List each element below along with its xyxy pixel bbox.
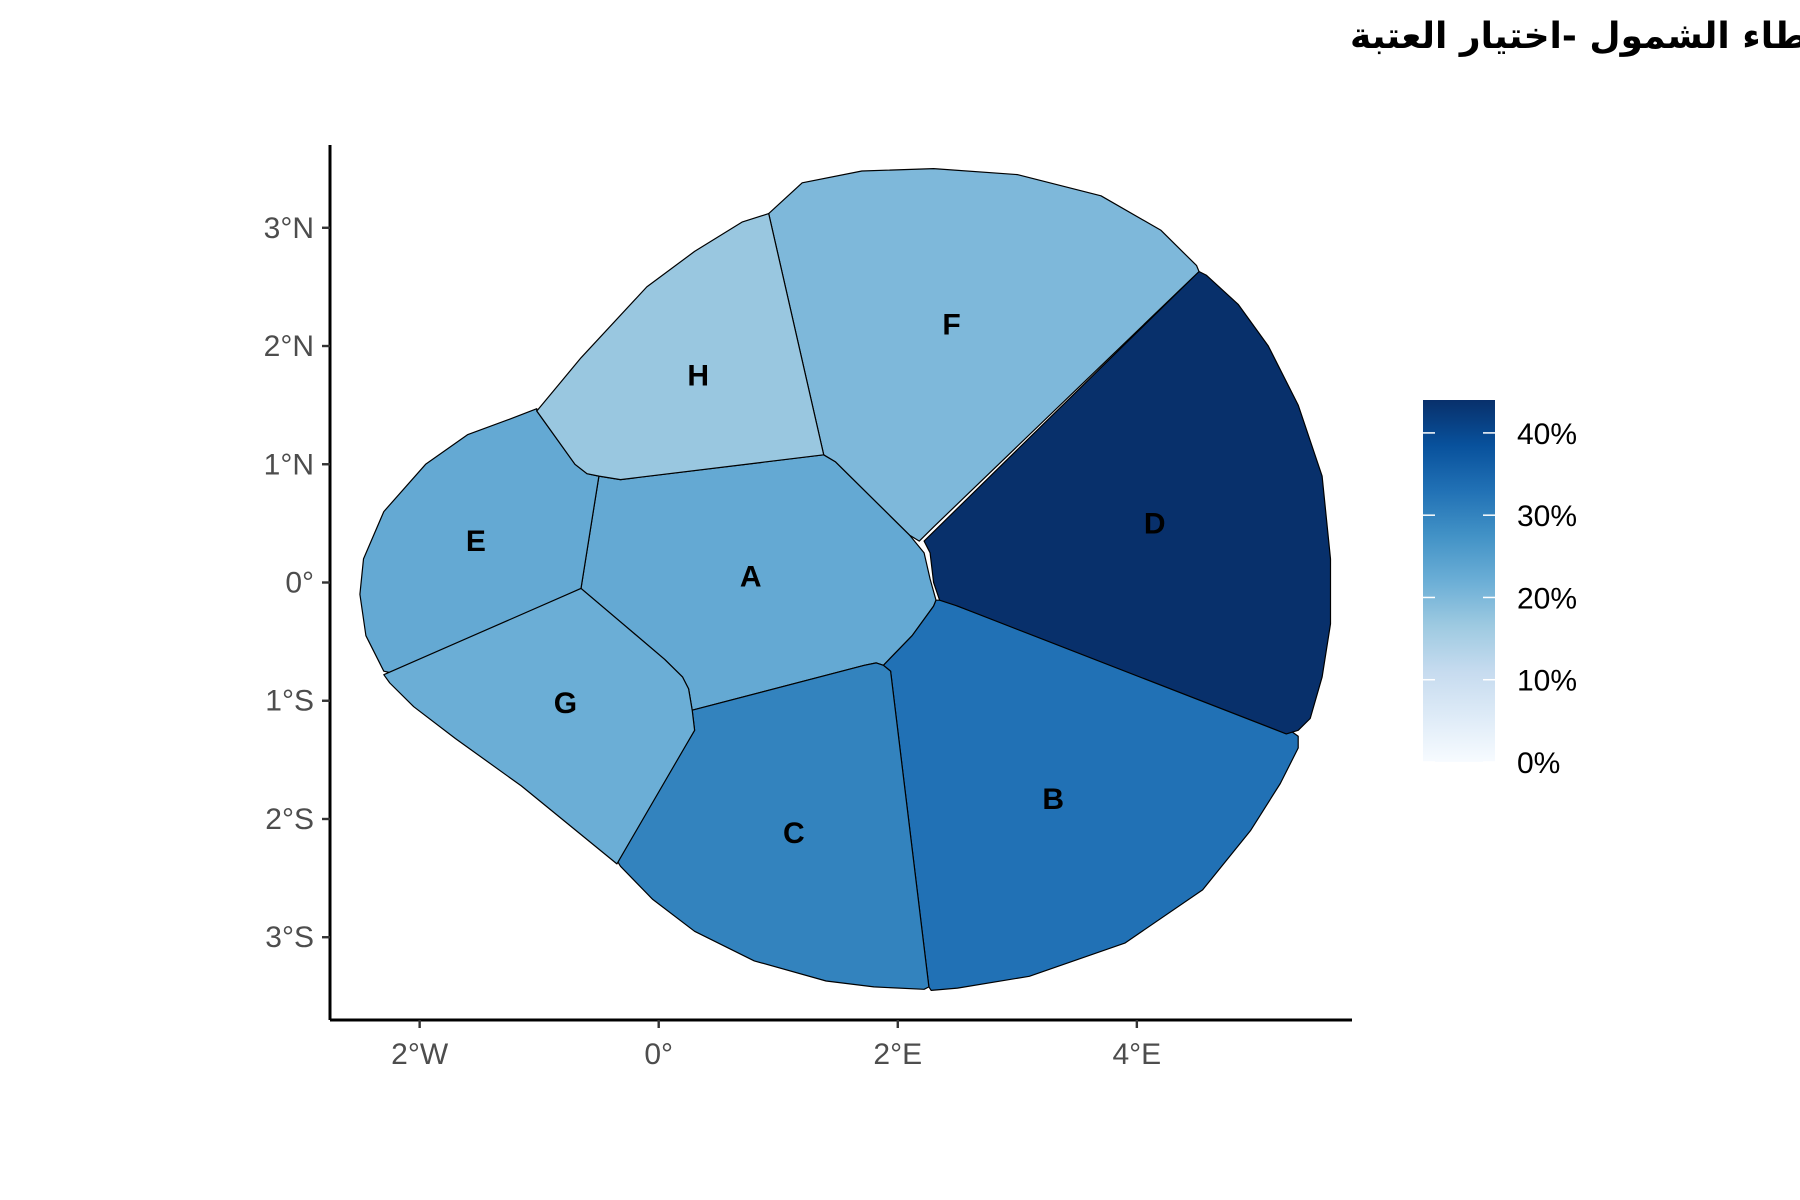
region-label-d: D bbox=[1144, 507, 1166, 540]
region-d bbox=[923, 270, 1332, 735]
region-label-c: C bbox=[783, 817, 805, 850]
y-tick-label: 0° bbox=[285, 567, 314, 600]
y-tick-label: 1°N bbox=[264, 448, 314, 481]
legend-tick-label: 40% bbox=[1517, 418, 1577, 451]
region-label-h: H bbox=[687, 360, 709, 393]
y-tick-label: 2°S bbox=[265, 803, 314, 836]
region-f bbox=[768, 168, 1200, 542]
color-legend: 0% 10% 20% 30% 40% bbox=[1423, 400, 1577, 780]
x-tick-label: 4°E bbox=[1112, 1038, 1161, 1071]
y-tick-label: 1°S bbox=[265, 685, 314, 718]
x-tick-label: 0° bbox=[644, 1038, 673, 1071]
y-tick-label: 2°N bbox=[264, 330, 314, 363]
y-tick-label: 3°N bbox=[264, 212, 314, 245]
region-label-f: F bbox=[942, 309, 960, 342]
legend-tick-label: 30% bbox=[1517, 500, 1577, 533]
legend-tick-label: 10% bbox=[1517, 665, 1577, 698]
x-tick-label: 2°E bbox=[873, 1038, 922, 1071]
region-h bbox=[536, 213, 825, 481]
axes: 3°N 2°N 1°N 0° 1°S 2°S 3°S 2°W 0° 2°E 4°E bbox=[264, 145, 1352, 1071]
legend-tick-label: 0% bbox=[1517, 747, 1560, 780]
region-c bbox=[616, 662, 930, 990]
region-labels: A B C D E F H G bbox=[466, 309, 1166, 850]
region-label-b: B bbox=[1042, 783, 1064, 816]
legend-colorbar bbox=[1423, 400, 1495, 762]
region-label-g: G bbox=[554, 687, 577, 720]
legend-tick-label: 20% bbox=[1517, 582, 1577, 615]
x-tick-label: 2°W bbox=[391, 1038, 449, 1071]
region-label-e: E bbox=[466, 525, 486, 558]
chart-title: أخطاء الشمول -اختيار العتبة bbox=[1350, 12, 1800, 57]
region-label-a: A bbox=[740, 561, 762, 594]
region-g bbox=[383, 587, 696, 865]
map-regions bbox=[359, 168, 1332, 991]
y-tick-label: 3°S bbox=[265, 921, 314, 954]
